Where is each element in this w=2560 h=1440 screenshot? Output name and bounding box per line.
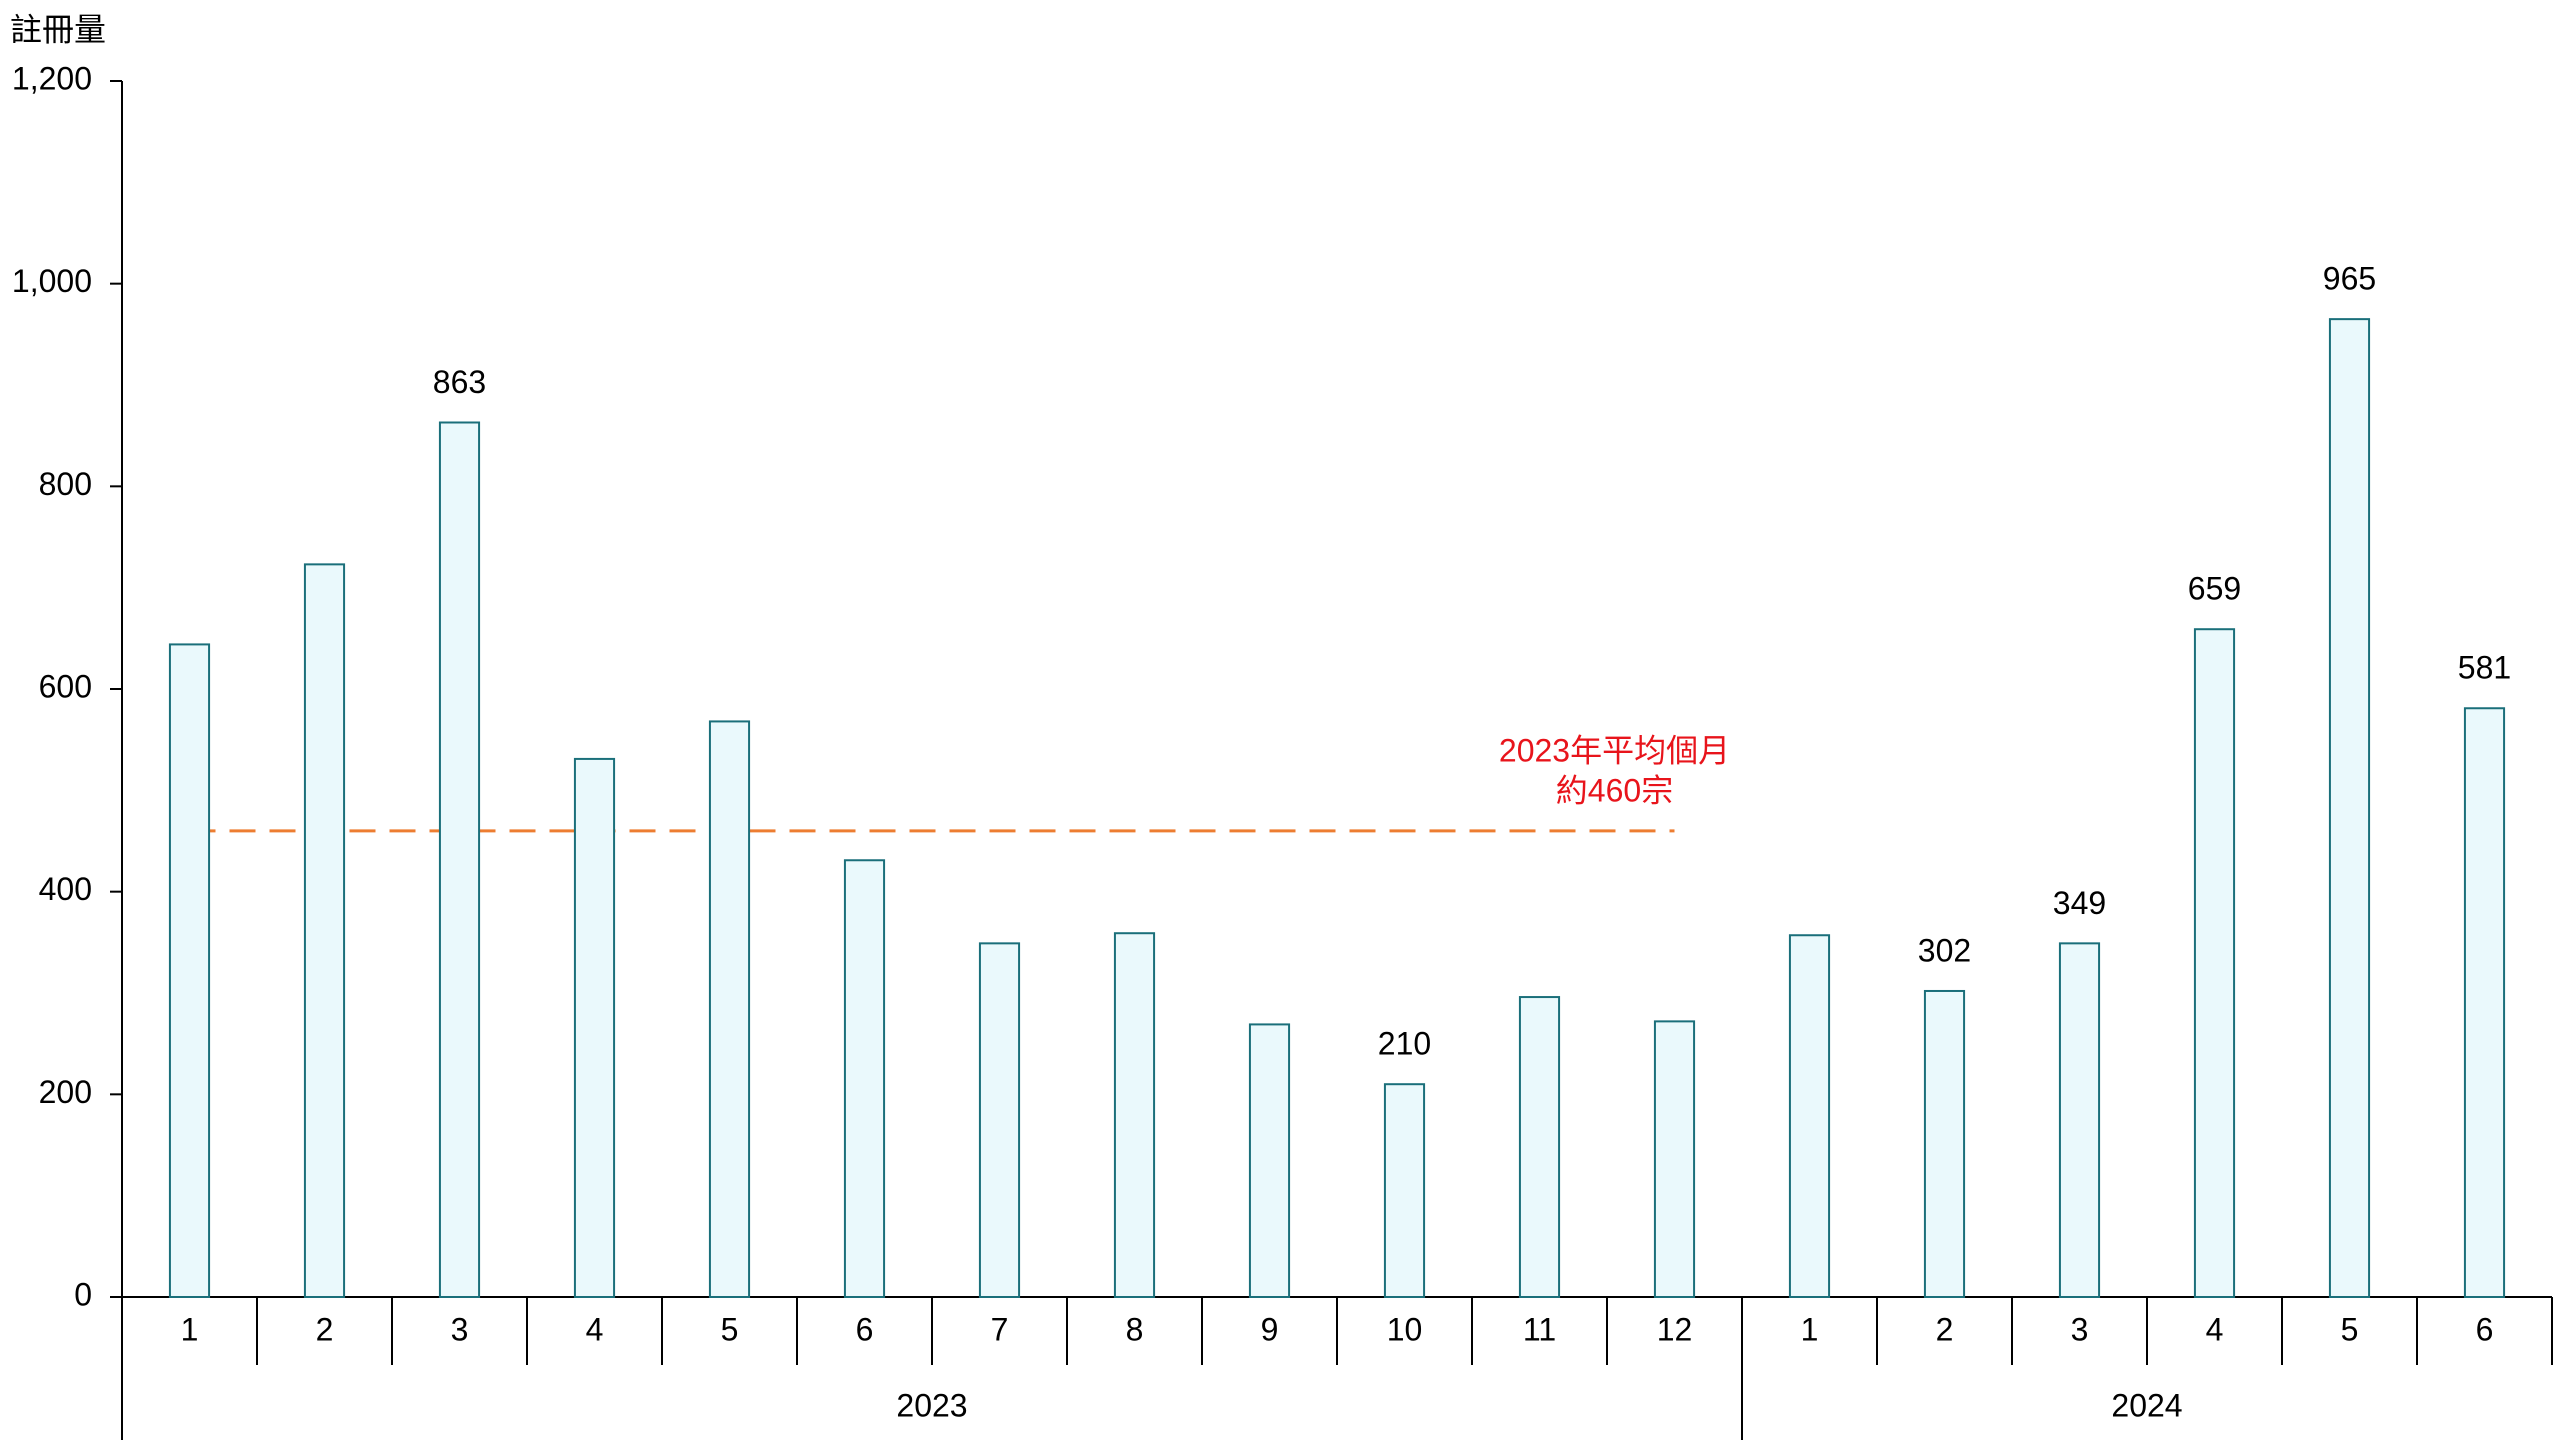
x-tick-label: 2 [316,1311,334,1347]
bar [2193,628,2236,1298]
x-tick-label: 7 [991,1311,1009,1347]
bar [708,720,751,1298]
x-tick-label: 9 [1261,1311,1279,1347]
bar [1113,932,1156,1298]
bar [1518,996,1561,1298]
value-label: 210 [1378,1026,1431,1062]
y-axis-title: 註冊量 [10,11,106,47]
x-tick-label: 3 [2071,1311,2089,1347]
average-label: 2023年平均個月 [1499,732,1730,768]
y-tick-label: 1,000 [12,263,92,299]
y-tick-label: 400 [39,871,92,907]
x-tick-label: 1 [1801,1311,1819,1347]
bar [1653,1020,1696,1299]
bar [1383,1083,1426,1298]
x-tick-label: 2 [1936,1311,1954,1347]
value-label: 863 [433,364,486,400]
x-group-label: 2024 [2111,1387,2182,1423]
x-tick-label: 6 [2476,1311,2494,1347]
bar [2328,318,2371,1298]
value-label: 349 [2053,885,2106,921]
bar [2058,942,2101,1298]
bar [573,757,616,1298]
y-tick-label: 1,200 [12,60,92,96]
x-tick-label: 6 [856,1311,874,1347]
bar [978,942,1021,1298]
bar [1923,989,1966,1298]
x-tick-label: 4 [586,1311,604,1347]
x-tick-label: 10 [1387,1311,1423,1347]
x-tick-label: 3 [451,1311,469,1347]
bar [1788,934,1831,1298]
x-group-label: 2023 [896,1387,967,1423]
bar [843,859,886,1299]
bar [303,563,346,1298]
value-label: 965 [2323,261,2376,297]
y-tick-label: 0 [74,1276,92,1312]
x-tick-label: 5 [2341,1311,2359,1347]
bar [168,643,211,1298]
x-tick-label: 4 [2206,1311,2224,1347]
x-tick-label: 11 [1523,1311,1556,1347]
average-label: 約460宗 [1556,772,1673,808]
x-tick-label: 8 [1126,1311,1144,1347]
value-label: 302 [1918,932,1971,968]
x-tick-label: 5 [721,1311,739,1347]
bar [438,421,481,1298]
x-tick-label: 12 [1657,1311,1693,1347]
bar [2463,707,2506,1298]
bar [1248,1023,1291,1298]
value-label: 659 [2188,571,2241,607]
y-tick-label: 800 [39,466,92,502]
y-tick-label: 200 [39,1074,92,1110]
x-tick-label: 1 [181,1311,199,1347]
value-label: 581 [2458,650,2511,686]
y-tick-label: 600 [39,668,92,704]
